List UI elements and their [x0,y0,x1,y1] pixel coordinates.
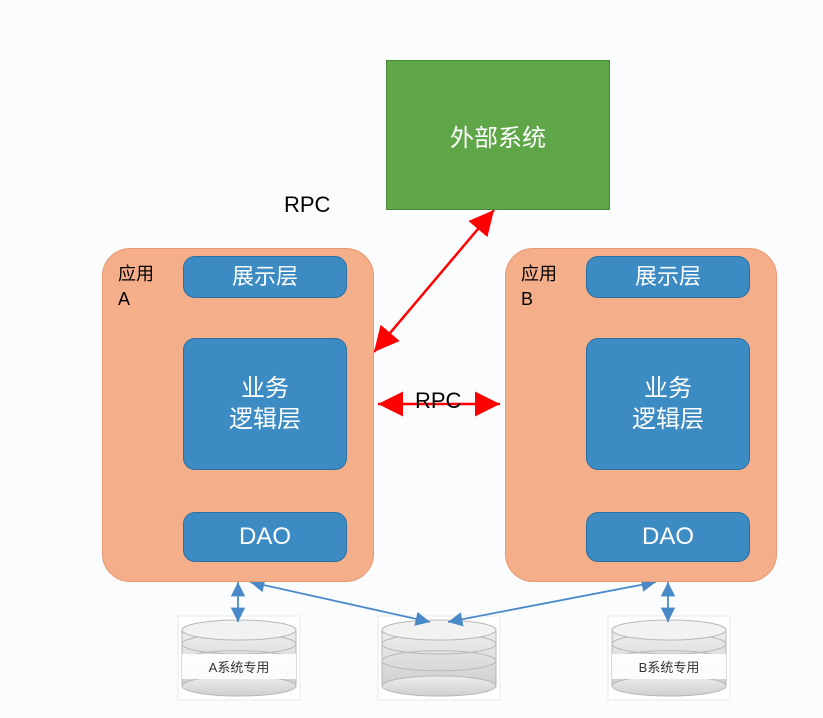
app-B-business-layer: 业务 逻辑层 [586,338,750,470]
db-dbB-label: B系统专用 [612,654,726,679]
app-B-dao-layer: DAO [586,512,750,562]
app-A-dao-layer: DAO [183,512,347,562]
app-A-title: 应用A [118,262,154,312]
rpc-label-top: RPC [284,192,330,218]
external-system-box: 外部系统 [386,60,610,210]
app-A-business-layer: 业务 逻辑层 [183,338,347,470]
app-B-presentation-layer: 展示层 [586,256,750,298]
app-A-presentation-layer: 展示层 [183,256,347,298]
app-B-title: 应用B [521,262,557,312]
rpc-label-mid: RPC [415,388,461,414]
db-dbA-label: A系统专用 [182,654,296,679]
rpc-arrow-0 [374,210,494,352]
